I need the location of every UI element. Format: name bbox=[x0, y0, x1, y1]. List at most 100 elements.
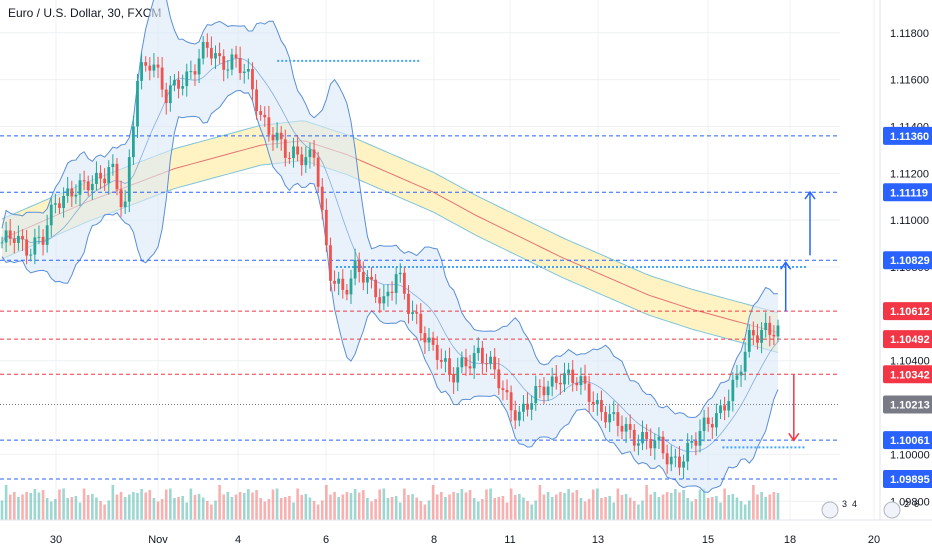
volume-bar bbox=[267, 499, 271, 520]
candle-body bbox=[480, 347, 484, 364]
candle-body bbox=[698, 430, 702, 446]
candle-body bbox=[95, 172, 98, 184]
candle-body bbox=[324, 209, 328, 246]
candle-body bbox=[333, 280, 336, 284]
candle-body bbox=[497, 369, 501, 389]
volume-bar bbox=[185, 502, 189, 520]
candle-body bbox=[460, 357, 464, 368]
candle-body bbox=[164, 89, 168, 104]
candle-body bbox=[727, 401, 731, 411]
candle-body bbox=[148, 65, 152, 71]
volume-bar bbox=[600, 498, 603, 520]
candle-body bbox=[571, 369, 575, 383]
volume-bar bbox=[448, 494, 451, 520]
candle-body bbox=[567, 369, 571, 374]
candle-body bbox=[472, 353, 476, 369]
volume-bar bbox=[214, 500, 217, 520]
volume-bar bbox=[115, 494, 119, 520]
candle-body bbox=[152, 64, 156, 71]
candle-body bbox=[563, 373, 566, 385]
volume-bar bbox=[591, 489, 595, 520]
candle-body bbox=[74, 194, 78, 197]
candle-body bbox=[308, 149, 312, 158]
y-tick-label: 1.09800 bbox=[890, 496, 930, 508]
event-flag-label: 2 bbox=[904, 499, 909, 509]
candle-body bbox=[177, 79, 180, 89]
candle-body bbox=[415, 312, 419, 314]
candle-body bbox=[185, 71, 189, 87]
candle-body bbox=[702, 417, 706, 431]
candle-body bbox=[140, 62, 143, 81]
drawn-levels bbox=[277, 59, 807, 449]
volume-bar bbox=[522, 497, 525, 520]
candle-body bbox=[398, 272, 402, 275]
candle-body bbox=[201, 41, 205, 59]
volume-bar bbox=[579, 498, 583, 520]
candle-body bbox=[522, 403, 525, 412]
volume-bar bbox=[641, 500, 644, 520]
candle-body bbox=[12, 238, 16, 243]
candle-body bbox=[168, 85, 172, 104]
candle-body bbox=[115, 163, 119, 190]
candle-body bbox=[197, 58, 201, 75]
volume-bar bbox=[370, 501, 373, 520]
candle-body bbox=[616, 412, 620, 426]
volume-bar bbox=[58, 489, 61, 520]
volume-bar bbox=[645, 485, 648, 520]
volume-histogram bbox=[0, 485, 780, 520]
candle-body bbox=[394, 274, 398, 293]
volume-bar bbox=[54, 499, 57, 520]
volume-bar bbox=[575, 490, 579, 520]
volume-bar bbox=[526, 501, 529, 520]
candle-body bbox=[419, 313, 423, 334]
volume-bar bbox=[723, 488, 726, 520]
candle-body bbox=[657, 436, 661, 441]
candle-body bbox=[230, 54, 234, 70]
event-flag-icon bbox=[883, 501, 901, 519]
candle-body bbox=[608, 414, 612, 423]
candle-body bbox=[715, 413, 718, 428]
candle-body bbox=[686, 442, 690, 462]
candle-body bbox=[673, 456, 677, 458]
candle-body bbox=[25, 239, 29, 256]
ribbon-fill bbox=[2, 120, 778, 353]
candle-body bbox=[82, 180, 86, 182]
candle-body bbox=[493, 356, 497, 370]
candle-body bbox=[29, 254, 33, 256]
candle-body bbox=[764, 322, 768, 330]
volume-bar bbox=[608, 496, 611, 520]
event-flag-label: 3 bbox=[842, 499, 847, 509]
candle-body bbox=[329, 245, 332, 281]
volume-bar bbox=[123, 497, 127, 520]
candle-body bbox=[448, 358, 451, 374]
y-tick-label: 1.10400 bbox=[890, 356, 930, 368]
y-tick-label: 1.11600 bbox=[890, 75, 929, 87]
candle-body bbox=[653, 440, 657, 449]
candle-body bbox=[49, 204, 53, 226]
candle-body bbox=[131, 126, 135, 158]
volume-bar bbox=[485, 489, 488, 520]
candle-body bbox=[292, 146, 295, 159]
volume-bar bbox=[205, 501, 209, 520]
price-axis: 1.118001.116001.114001.112001.110001.108… bbox=[879, 0, 932, 520]
candle-body bbox=[538, 386, 542, 388]
candle-body bbox=[669, 456, 673, 465]
candle-body bbox=[86, 181, 90, 191]
x-tick-label: 15 bbox=[702, 534, 714, 546]
candle-body bbox=[17, 235, 20, 243]
price-tag bbox=[883, 183, 932, 202]
volume-bar bbox=[33, 489, 37, 520]
candle-body bbox=[583, 376, 587, 384]
volume-bar bbox=[29, 493, 33, 520]
candle-body bbox=[751, 330, 755, 336]
event-flag-icon bbox=[821, 501, 839, 519]
volume-bar bbox=[776, 493, 780, 520]
volume-bar bbox=[201, 497, 205, 520]
candle-body bbox=[624, 424, 628, 432]
price-tag bbox=[883, 330, 932, 349]
candle-body bbox=[550, 376, 554, 387]
candle-body bbox=[160, 67, 164, 90]
volume-bar bbox=[247, 489, 250, 520]
